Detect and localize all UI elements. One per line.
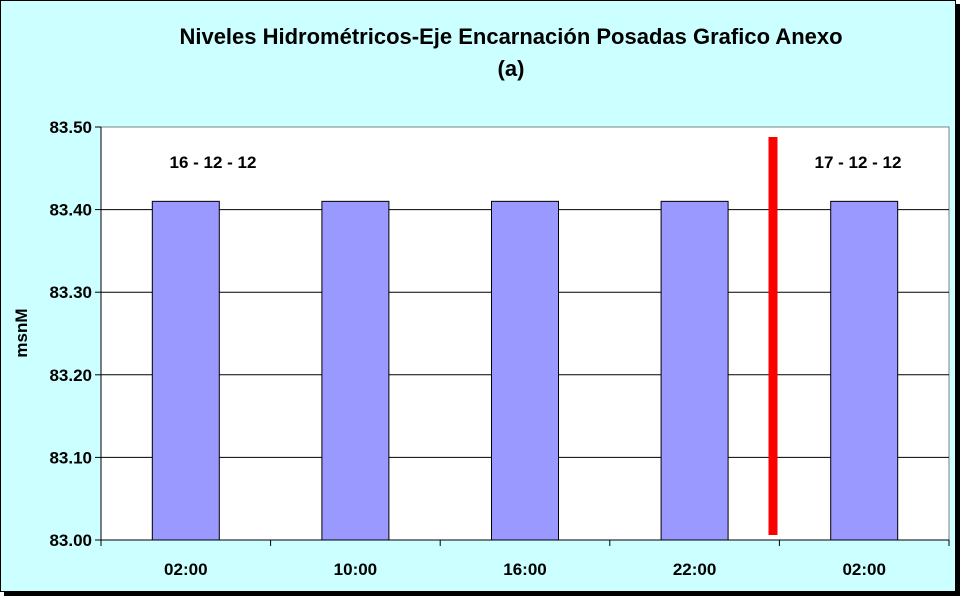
y-axis-label: msnM bbox=[12, 308, 31, 357]
y-tick-label: 83.00 bbox=[49, 531, 92, 550]
bar bbox=[151, 200, 220, 541]
date-annotation-2: 17 - 12 - 12 bbox=[815, 153, 902, 172]
bar bbox=[321, 200, 390, 541]
x-tick-label: 10:00 bbox=[334, 560, 377, 579]
x-tick-label: 02:00 bbox=[842, 560, 885, 579]
x-ticks: 02:00 10:00 16:00 22:00 02:00 bbox=[100, 539, 950, 579]
y-tick-label: 83.10 bbox=[49, 448, 92, 467]
chart-title-main: Niveles Hidrométricos-Eje Encarnación Po… bbox=[179, 24, 843, 49]
chart-title: Niveles Hidrométricos-Eje Encarnación Po… bbox=[1, 21, 960, 85]
y-ticks: 83.00 83.10 83.20 83.30 83.40 83.50 bbox=[49, 118, 102, 550]
bar bbox=[660, 200, 729, 541]
bar bbox=[491, 200, 559, 541]
y-tick-label: 83.40 bbox=[49, 201, 92, 220]
bar bbox=[830, 200, 899, 541]
chart-subtitle: (a) bbox=[497, 56, 525, 81]
y-tick-label: 83.30 bbox=[49, 283, 92, 302]
x-tick-label: 02:00 bbox=[164, 560, 207, 579]
y-tick-label: 83.20 bbox=[49, 366, 92, 385]
y-tick-label: 83.50 bbox=[49, 118, 92, 137]
x-tick-label: 16:00 bbox=[503, 560, 546, 579]
date-annotation-1: 16 - 12 - 12 bbox=[170, 153, 257, 172]
x-tick-label: 22:00 bbox=[673, 560, 716, 579]
